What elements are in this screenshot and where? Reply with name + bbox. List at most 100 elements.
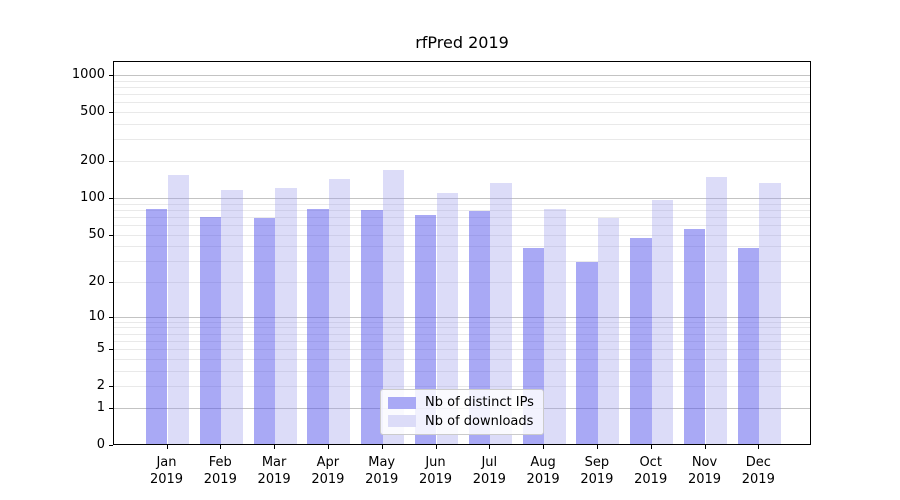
x-tick-mark-apr <box>327 445 329 449</box>
gridline-20 <box>114 282 810 283</box>
bar-ips-sep <box>576 261 598 444</box>
bar-downloads-may <box>382 170 405 444</box>
gridline-200 <box>114 161 810 162</box>
bar-downloads-apr <box>328 179 351 444</box>
x-tick-label-nov: Nov 2019 <box>687 455 722 487</box>
y-tick-mark-1000 <box>109 75 113 76</box>
bar-ips-mar <box>253 218 276 444</box>
legend-label-distinct-ips: Nb of distinct IPs <box>425 395 534 411</box>
chart-title: rfPred 2019 <box>415 33 509 52</box>
gridline-90 <box>114 203 810 205</box>
gridline-30 <box>114 261 810 263</box>
y-tick-label-500: 500 <box>80 104 105 120</box>
bar-ips-apr <box>307 208 329 444</box>
x-tick-label-may: May 2019 <box>365 455 399 487</box>
y-tick-label-20: 20 <box>88 274 105 289</box>
y-tick-label-50: 50 <box>88 226 105 242</box>
y-tick-mark-200 <box>109 161 113 162</box>
y-tick-mark-500 <box>109 112 113 114</box>
bar-ips-dec <box>737 247 760 444</box>
gridline-100 <box>114 197 810 199</box>
x-tick-mark-nov <box>704 445 706 449</box>
gridline-300 <box>114 139 810 141</box>
y-tick-mark-2 <box>109 386 113 388</box>
x-tick-label-jul: Jul 2019 <box>472 455 506 487</box>
x-tick-label-sep: Sep 2019 <box>580 455 614 487</box>
gridline-400 <box>114 124 810 125</box>
gridline-1000 <box>114 75 810 76</box>
x-tick-mark-jul <box>489 445 491 449</box>
gridline-60 <box>114 224 810 226</box>
y-tick-mark-20 <box>109 282 113 283</box>
y-tick-label-100: 100 <box>80 189 105 205</box>
legend: Nb of distinct IPs Nb of downloads <box>380 389 544 435</box>
bar-ips-jun <box>414 215 437 444</box>
gridline-3 <box>114 370 810 372</box>
gridline-4 <box>114 358 810 360</box>
y-tick-label-0: 0 <box>96 437 105 452</box>
gridline-9 <box>114 321 810 323</box>
bar-ips-jan <box>145 208 168 444</box>
bar-downloads-nov <box>705 177 728 444</box>
y-tick-label-200: 200 <box>80 153 105 168</box>
x-tick-mark-oct <box>650 445 652 449</box>
x-tick-label-aug: Aug 2019 <box>526 455 560 487</box>
x-tick-mark-sep <box>596 445 598 449</box>
gridline-900 <box>114 80 810 82</box>
gridline-6 <box>114 340 810 342</box>
y-tick-label-5: 5 <box>96 341 105 357</box>
x-tick-label-apr: Apr 2019 <box>311 455 345 487</box>
y-tick-label-1: 1 <box>96 399 105 415</box>
x-tick-label-dec: Dec 2019 <box>741 455 775 487</box>
gridline-800 <box>114 87 810 88</box>
y-tick-mark-5 <box>109 349 113 351</box>
gridline-2 <box>114 386 810 388</box>
bar-downloads-jun <box>436 193 459 444</box>
y-tick-mark-100 <box>109 197 113 199</box>
x-tick-label-jun: Jun 2019 <box>418 455 453 487</box>
y-tick-mark-10 <box>109 316 113 318</box>
x-tick-mark-mar <box>274 445 276 449</box>
gridline-700 <box>114 94 810 96</box>
bar-ips-may <box>361 210 383 444</box>
gridline-7 <box>114 333 810 335</box>
x-tick-mark-jun <box>435 445 437 449</box>
x-tick-mark-aug <box>543 445 545 449</box>
x-tick-label-jan: Jan 2019 <box>149 455 184 487</box>
legend-swatch-downloads <box>388 415 416 428</box>
gridline-70 <box>114 216 810 218</box>
bar-ips-oct <box>630 237 652 444</box>
x-tick-label-mar: Mar 2019 <box>257 455 291 487</box>
legend-label-downloads: Nb of downloads <box>425 413 534 429</box>
x-tick-mark-feb <box>220 445 222 449</box>
bar-downloads-dec <box>759 182 781 444</box>
bar-downloads-jan <box>167 175 190 444</box>
bar-ips-jul <box>468 210 491 444</box>
gridline-600 <box>114 102 810 104</box>
bar-downloads-aug <box>544 209 566 444</box>
x-tick-label-oct: Oct 2019 <box>634 455 668 487</box>
bar-downloads-feb <box>221 189 243 444</box>
gridline-40 <box>114 246 810 248</box>
bar-downloads-mar <box>275 188 297 444</box>
gridline-80 <box>114 209 810 211</box>
gridline-500 <box>114 112 810 114</box>
y-tick-mark-0 <box>109 445 113 446</box>
y-tick-mark-1 <box>109 407 113 409</box>
bar-ips-feb <box>199 217 222 444</box>
gridline-5 <box>114 349 810 351</box>
legend-item-distinct-ips: Nb of distinct IPs <box>388 395 535 410</box>
bar-ips-nov <box>683 229 706 444</box>
y-tick-label-2: 2 <box>96 378 105 394</box>
y-tick-mark-50 <box>109 234 113 236</box>
plot-area: Nb of distinct IPs Nb of downloads <box>113 61 811 445</box>
y-tick-label-1000: 1000 <box>71 67 105 82</box>
x-tick-mark-jan <box>166 445 168 449</box>
x-tick-label-feb: Feb 2019 <box>203 455 237 487</box>
legend-swatch-distinct-ips <box>388 396 416 409</box>
gridline-10 <box>114 316 810 318</box>
x-tick-mark-dec <box>758 445 760 449</box>
bar-downloads-jul <box>490 182 512 444</box>
legend-item-downloads: Nb of downloads <box>388 414 535 429</box>
